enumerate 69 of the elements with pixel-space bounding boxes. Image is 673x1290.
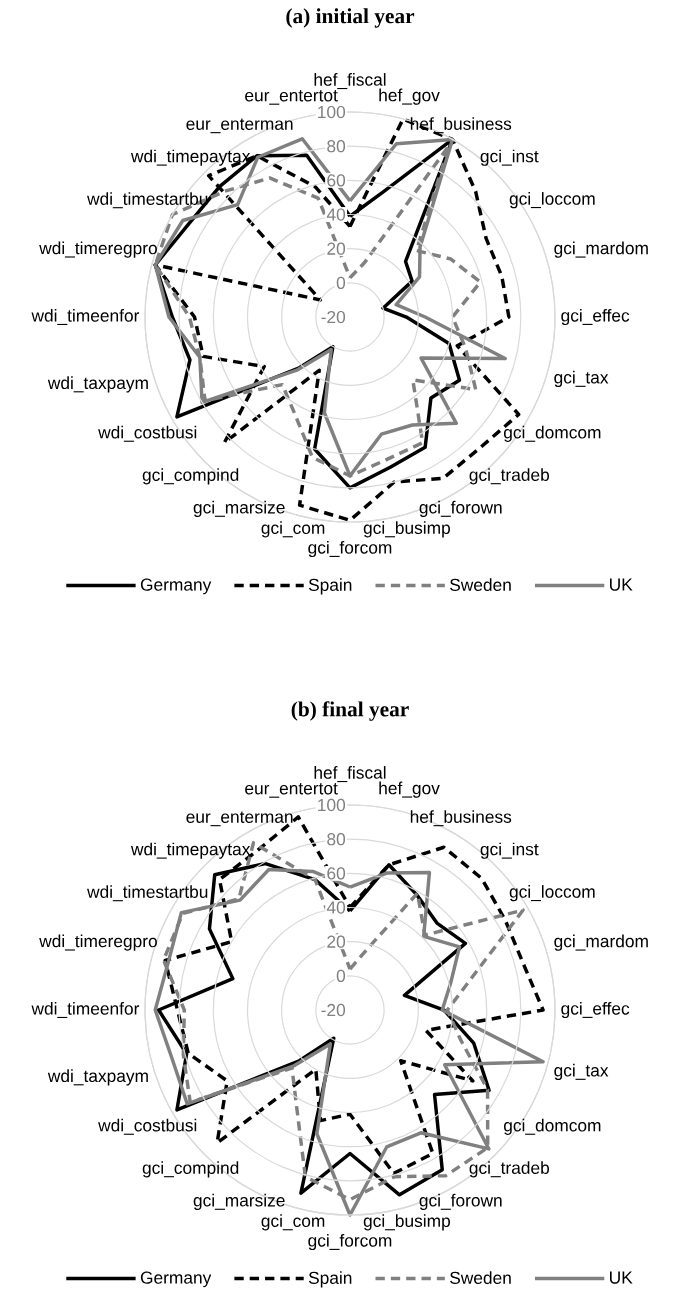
legend-label: Spain bbox=[308, 578, 352, 595]
y-tick-label: 40 bbox=[326, 901, 346, 914]
spoke-label: wdi_timestartbu bbox=[87, 192, 208, 209]
y-tick-label: -20 bbox=[321, 310, 346, 324]
y-tick-label: 60 bbox=[327, 867, 346, 880]
spoke-label: wdi_taxpaym bbox=[47, 376, 148, 393]
spoke-label: eur_entertot bbox=[245, 90, 338, 105]
spoke-label: wdi_costbusi bbox=[98, 425, 197, 442]
y-tick-label: 0 bbox=[336, 276, 346, 289]
y-tick-label: 60 bbox=[327, 174, 346, 187]
spoke-label: gci_forown bbox=[419, 1193, 502, 1210]
y-tick-label: -20 bbox=[321, 1003, 346, 1017]
legend-label: UK bbox=[610, 578, 633, 591]
spoke-label: wdi_taxpaym bbox=[47, 1069, 148, 1086]
chart-title: (b) final year bbox=[291, 701, 409, 721]
spoke-label: wdi_timeregpro bbox=[39, 241, 157, 258]
spoke-label: gci_tax bbox=[554, 1063, 609, 1081]
spoke-label: hef_fiscal bbox=[314, 73, 386, 90]
spoke-label: wdi_timestartbu bbox=[87, 885, 208, 902]
spoke-label: gci_forown bbox=[419, 500, 502, 517]
spoke-label: gci_domcom bbox=[503, 425, 601, 442]
spoke-label: gci_forcom bbox=[308, 1233, 392, 1251]
spoke-label: gci_marsize bbox=[193, 1193, 285, 1210]
legend-label: Sweden bbox=[450, 1271, 511, 1285]
spoke-label: gci_mardom bbox=[554, 934, 648, 951]
spoke-label: gci_marsize bbox=[193, 500, 285, 517]
spoke-label: wdi_timeenfor bbox=[31, 1002, 140, 1019]
spoke-label: gci_tradeb bbox=[469, 468, 550, 485]
legend-label: Germany bbox=[140, 1271, 212, 1288]
y-tick-label: 0 bbox=[336, 969, 346, 982]
spoke-label: gci_effec bbox=[561, 308, 630, 326]
y-tick-label: 20 bbox=[327, 935, 346, 948]
spoke-label: wdi_timeregpro bbox=[39, 934, 157, 951]
spoke-label: gci_tradeb bbox=[469, 1161, 550, 1178]
spoke-label: gci_com bbox=[261, 1214, 325, 1231]
spoke-label: gci_com bbox=[261, 521, 325, 538]
legend-label: Germany bbox=[140, 578, 212, 595]
y-tick-label: 100 bbox=[318, 798, 346, 812]
spoke-label: gci_busimp bbox=[363, 521, 450, 538]
spoke-label: gci_busimp bbox=[363, 1214, 450, 1231]
legend-label: Spain bbox=[308, 1271, 352, 1288]
y-tick-label: 80 bbox=[327, 140, 346, 153]
spoke-label: hef_fiscal bbox=[314, 766, 386, 783]
spoke-label: gci_effec bbox=[561, 1001, 630, 1019]
y-tick-label: 40 bbox=[326, 208, 346, 221]
spoke-label: gci_loccom bbox=[509, 192, 595, 209]
spoke-label: gci_forcom bbox=[308, 540, 392, 558]
spoke-label: gci_tax bbox=[554, 370, 609, 388]
y-tick-label: 100 bbox=[318, 105, 346, 119]
spoke-label: gci_loccom bbox=[509, 885, 595, 902]
spoke-label: wdi_timeenfor bbox=[31, 309, 140, 326]
spoke-label: hef_business bbox=[410, 810, 512, 827]
spoke-label: gci_compind bbox=[142, 468, 239, 485]
spoke-label: eur_enterman bbox=[186, 118, 293, 134]
spoke-label: eur_enterman bbox=[186, 811, 293, 827]
spoke-label: wdi_costbusi bbox=[98, 1118, 197, 1135]
y-tick-label: 20 bbox=[327, 242, 346, 255]
y-tick-label: 80 bbox=[327, 833, 346, 846]
spoke-label: eur_entertot bbox=[245, 783, 338, 798]
chart-title: (a) initial year bbox=[286, 8, 415, 28]
spoke-label: wdi_timepaytax bbox=[130, 149, 251, 166]
spoke-label: gci_inst bbox=[480, 149, 539, 166]
spoke-label: wdi_timepaytax bbox=[130, 842, 251, 859]
legend-label: UK bbox=[610, 1271, 633, 1284]
spoke-label: gci_compind bbox=[142, 1161, 239, 1178]
spoke-label: gci_mardom bbox=[554, 241, 648, 258]
spoke-label: gci_domcom bbox=[503, 1118, 601, 1135]
legend-label: Sweden bbox=[450, 578, 511, 592]
spoke-label: gci_inst bbox=[480, 842, 539, 859]
